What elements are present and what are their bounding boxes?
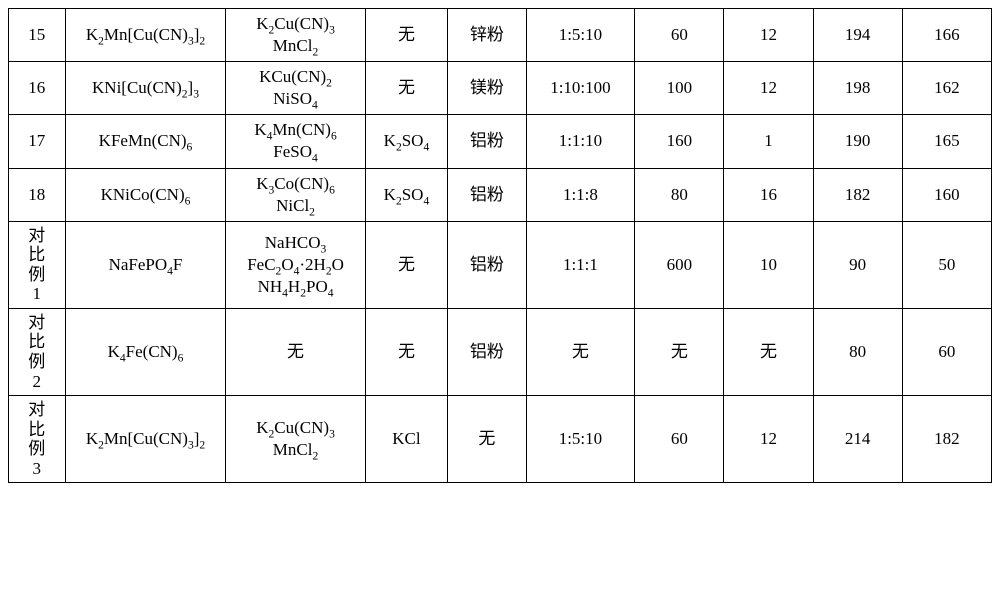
cell-c8: 190 — [813, 115, 902, 168]
cell-c9: 162 — [902, 62, 991, 115]
cell-c1: K2Mn[Cu(CN)3]2 — [65, 9, 226, 62]
cell-c3: 无 — [365, 308, 448, 395]
cell-c4: 铝粉 — [448, 308, 526, 395]
cell-c9: 165 — [902, 115, 991, 168]
cell-c2: NaHCO3FeC2O4·2H2ONH4H2PO4 — [226, 221, 365, 308]
cell-c6: 60 — [635, 396, 724, 483]
cell-c3: 无 — [365, 221, 448, 308]
cell-c4: 无 — [448, 396, 526, 483]
cell-c7: 12 — [724, 9, 813, 62]
cell-c1: K2Mn[Cu(CN)3]2 — [65, 396, 226, 483]
table-row: 18KNiCo(CN)6K3Co(CN)6NiCl2K2SO4铝粉1:1:880… — [9, 168, 992, 221]
cell-c8: 80 — [813, 308, 902, 395]
cell-c5: 1:5:10 — [526, 396, 635, 483]
cell-c3: KCl — [365, 396, 448, 483]
row-id: 对比例1 — [9, 221, 66, 308]
cell-c4: 铝粉 — [448, 221, 526, 308]
table-row: 15K2Mn[Cu(CN)3]2K2Cu(CN)3MnCl2无锌粉1:5:106… — [9, 9, 992, 62]
cell-c5: 1:10:100 — [526, 62, 635, 115]
table-row: 对比例1NaFePO4FNaHCO3FeC2O4·2H2ONH4H2PO4无铝粉… — [9, 221, 992, 308]
cell-c2: K3Co(CN)6NiCl2 — [226, 168, 365, 221]
cell-c9: 182 — [902, 396, 991, 483]
cell-c2: K4Mn(CN)6FeSO4 — [226, 115, 365, 168]
cell-c6: 160 — [635, 115, 724, 168]
cell-c1: KNiCo(CN)6 — [65, 168, 226, 221]
cell-c6: 无 — [635, 308, 724, 395]
cell-c8: 90 — [813, 221, 902, 308]
row-id: 16 — [9, 62, 66, 115]
cell-c9: 50 — [902, 221, 991, 308]
cell-c5: 无 — [526, 308, 635, 395]
row-id: 18 — [9, 168, 66, 221]
cell-c7: 12 — [724, 396, 813, 483]
cell-c7: 无 — [724, 308, 813, 395]
cell-c2: K2Cu(CN)3MnCl2 — [226, 396, 365, 483]
cell-c2: K2Cu(CN)3MnCl2 — [226, 9, 365, 62]
row-id: 15 — [9, 9, 66, 62]
row-id: 对比例3 — [9, 396, 66, 483]
cell-c7: 10 — [724, 221, 813, 308]
cell-c6: 80 — [635, 168, 724, 221]
row-id: 17 — [9, 115, 66, 168]
row-id: 对比例2 — [9, 308, 66, 395]
cell-c7: 1 — [724, 115, 813, 168]
cell-c4: 镁粉 — [448, 62, 526, 115]
cell-c5: 1:5:10 — [526, 9, 635, 62]
cell-c2: KCu(CN)2NiSO4 — [226, 62, 365, 115]
cell-c1: NaFePO4F — [65, 221, 226, 308]
cell-c4: 铝粉 — [448, 115, 526, 168]
cell-c7: 16 — [724, 168, 813, 221]
cell-c9: 166 — [902, 9, 991, 62]
cell-c2: 无 — [226, 308, 365, 395]
cell-c9: 160 — [902, 168, 991, 221]
cell-c6: 60 — [635, 9, 724, 62]
cell-c3: 无 — [365, 62, 448, 115]
cell-c3: K2SO4 — [365, 168, 448, 221]
cell-c5: 1:1:10 — [526, 115, 635, 168]
cell-c3: 无 — [365, 9, 448, 62]
table-row: 17KFeMn(CN)6K4Mn(CN)6FeSO4K2SO4铝粉1:1:101… — [9, 115, 992, 168]
data-table: 15K2Mn[Cu(CN)3]2K2Cu(CN)3MnCl2无锌粉1:5:106… — [8, 8, 992, 483]
cell-c1: KNi[Cu(CN)2]3 — [65, 62, 226, 115]
table-row: 对比例3K2Mn[Cu(CN)3]2K2Cu(CN)3MnCl2KCl无1:5:… — [9, 396, 992, 483]
table-body: 15K2Mn[Cu(CN)3]2K2Cu(CN)3MnCl2无锌粉1:5:106… — [9, 9, 992, 483]
cell-c8: 198 — [813, 62, 902, 115]
cell-c8: 182 — [813, 168, 902, 221]
cell-c1: K4Fe(CN)6 — [65, 308, 226, 395]
cell-c8: 214 — [813, 396, 902, 483]
cell-c5: 1:1:1 — [526, 221, 635, 308]
cell-c8: 194 — [813, 9, 902, 62]
cell-c1: KFeMn(CN)6 — [65, 115, 226, 168]
cell-c7: 12 — [724, 62, 813, 115]
table-row: 16KNi[Cu(CN)2]3KCu(CN)2NiSO4无镁粉1:10:1001… — [9, 62, 992, 115]
cell-c3: K2SO4 — [365, 115, 448, 168]
cell-c4: 铝粉 — [448, 168, 526, 221]
table-row: 对比例2K4Fe(CN)6无无铝粉无无无8060 — [9, 308, 992, 395]
cell-c5: 1:1:8 — [526, 168, 635, 221]
cell-c6: 600 — [635, 221, 724, 308]
cell-c9: 60 — [902, 308, 991, 395]
cell-c6: 100 — [635, 62, 724, 115]
cell-c4: 锌粉 — [448, 9, 526, 62]
